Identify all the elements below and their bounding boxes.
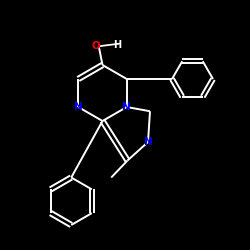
- Text: O: O: [91, 41, 100, 51]
- Text: N: N: [74, 102, 83, 112]
- Text: N: N: [122, 102, 131, 112]
- Text: H: H: [113, 40, 121, 50]
- Text: N: N: [144, 137, 152, 147]
